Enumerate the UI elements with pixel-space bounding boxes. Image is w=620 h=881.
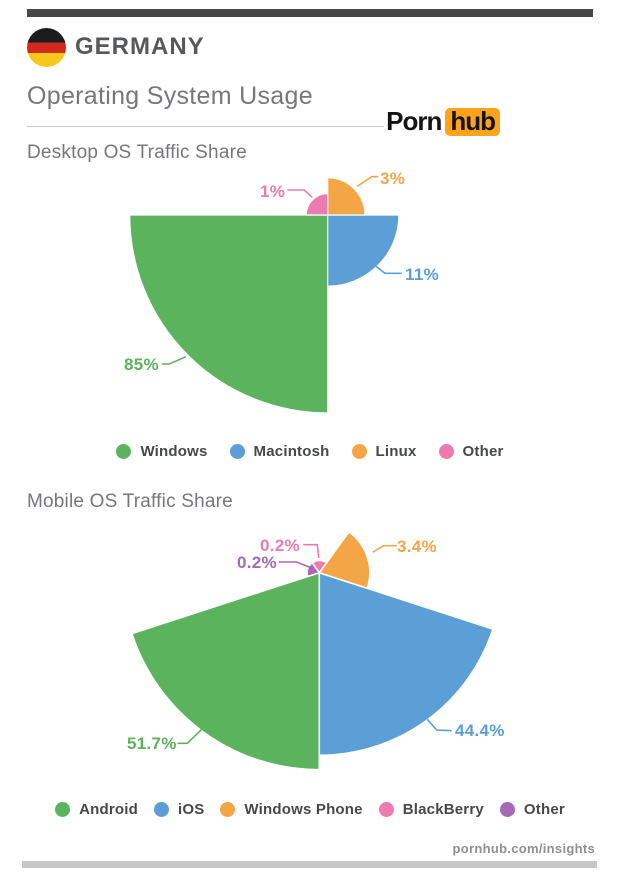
macintosh-color-dot <box>229 444 245 459</box>
mobile-legend: Android iOS Windows Phone BlackBerry Oth… <box>0 801 620 818</box>
windows-slice <box>129 214 329 414</box>
blackberry-label-connector <box>303 543 320 559</box>
android-color-dot <box>55 802 71 817</box>
bottom-accent-bar <box>22 861 597 868</box>
linux-label-connector <box>356 175 379 188</box>
pornhub-logo-hub: hub <box>445 107 500 136</box>
title-divider <box>27 126 384 127</box>
windows-label-connector <box>161 355 187 365</box>
legend-label-other-desktop: Other <box>462 443 504 460</box>
legend-item-windows-phone: Windows Phone <box>220 801 363 818</box>
legend-label-blackberry: BlackBerry <box>402 801 484 818</box>
windows-phone-label-connector <box>372 544 397 553</box>
legend-item-linux: Linux <box>351 443 417 460</box>
ios-share-label: 44.4% <box>455 721 505 740</box>
germany-flag-icon <box>27 28 66 67</box>
legend-item-macintosh: Macintosh <box>229 443 330 460</box>
macintosh-slice <box>327 214 400 287</box>
page-title: Operating System Usage <box>27 82 313 110</box>
ios-slice <box>318 571 494 757</box>
pornhub-logo: Porn hub <box>386 106 500 137</box>
windows-color-dot <box>116 444 132 459</box>
legend-label-linux: Linux <box>375 443 417 460</box>
country-title: GERMANY <box>75 33 205 60</box>
mobile-os-pie-chart <box>130 530 494 771</box>
desktop-legend: Windows Macintosh Linux Other <box>0 443 620 460</box>
legend-item-other-desktop: Other <box>438 443 504 460</box>
android-label-connector <box>177 728 203 745</box>
blackberry-color-dot <box>378 802 394 817</box>
legend-label-ios: iOS <box>177 801 205 818</box>
blackberry-share-label: 0.2% <box>260 536 300 555</box>
other-slice <box>306 561 321 578</box>
windows-share-label: 85% <box>124 355 159 374</box>
desktop-os-pie-chart <box>129 175 402 414</box>
legend-item-blackberry: BlackBerry <box>378 801 484 818</box>
other-label-connector <box>287 189 313 198</box>
legend-item-windows: Windows <box>116 443 207 460</box>
legend-item-ios: iOS <box>153 801 205 818</box>
windows-phone-slice <box>318 530 371 590</box>
legend-label-android: Android <box>79 801 138 818</box>
android-share-label: 51.7% <box>127 734 177 753</box>
linux-share-label: 3% <box>380 169 406 188</box>
linux-slice <box>327 177 366 216</box>
legend-item-android: Android <box>55 801 138 818</box>
top-accent-bar <box>27 9 593 17</box>
other-mobile-color-dot <box>499 802 515 817</box>
macintosh-label-connector <box>369 261 402 275</box>
android-slice <box>130 571 321 771</box>
desktop-section-title: Desktop OS Traffic Share <box>27 142 247 163</box>
legend-label-windows: Windows <box>140 443 208 460</box>
other-label-connector <box>279 561 314 570</box>
legend-label-windows-phone: Windows Phone <box>244 801 363 818</box>
legend-label-macintosh: Macintosh <box>253 443 330 460</box>
windows-phone-color-dot <box>220 802 236 817</box>
legend-label-other-mobile: Other <box>523 801 565 818</box>
windows-phone-share-label: 3.4% <box>397 537 437 556</box>
ios-color-dot <box>153 802 169 817</box>
pornhub-logo-porn: Porn <box>386 106 442 136</box>
linux-color-dot <box>351 444 367 459</box>
other-desktop-share-label: 1% <box>260 182 286 201</box>
ios-label-connector <box>426 718 452 732</box>
other-desktop-color-dot <box>438 444 454 459</box>
mobile-section-title: Mobile OS Traffic Share <box>27 491 233 512</box>
legend-item-other-mobile: Other <box>499 801 565 818</box>
other-slice <box>305 192 329 216</box>
macintosh-share-label: 11% <box>405 265 439 284</box>
other-mobile-share-label: 0.2% <box>237 553 277 572</box>
insights-url: pornhub.com/insights <box>452 841 595 856</box>
